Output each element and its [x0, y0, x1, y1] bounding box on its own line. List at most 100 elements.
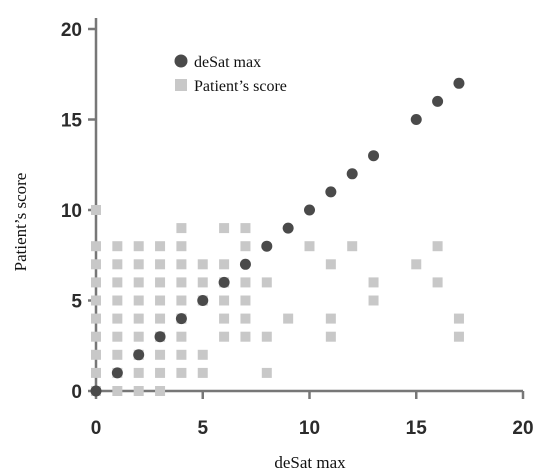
patient-score-point	[240, 313, 251, 324]
patient-score-point	[133, 386, 144, 396]
patient-score-point	[368, 295, 379, 306]
legend-label-patient-score: Patient’s score	[194, 78, 287, 95]
desat-max-point	[239, 258, 251, 270]
desat-max-point	[111, 367, 123, 379]
patient-score-point	[325, 331, 336, 342]
patient-score-point	[453, 331, 464, 342]
legend-circle-marker	[174, 54, 188, 68]
patient-score-point	[112, 277, 123, 288]
patient-score-point	[240, 277, 251, 288]
patient-score-point	[155, 349, 166, 360]
patient-score-point	[411, 259, 422, 270]
patient-score-point	[155, 313, 166, 324]
patient-score-point	[112, 259, 123, 270]
patient-score-point	[176, 223, 187, 234]
desat-max-point	[410, 114, 422, 125]
x-tick-label: 5	[197, 418, 208, 439]
legend-square-marker	[175, 79, 187, 91]
desat-max-point	[453, 77, 465, 89]
y-tick-label: 0	[71, 382, 82, 403]
x-tick-label: 0	[91, 418, 102, 439]
desat-max-point	[175, 313, 187, 325]
desat-max-point	[218, 276, 230, 288]
patient-score-point	[283, 313, 294, 324]
patient-score-point	[219, 331, 230, 342]
patient-score-point	[176, 367, 187, 378]
patient-score-point	[432, 241, 443, 252]
patient-score-point	[176, 295, 187, 306]
patient-score-points	[91, 205, 464, 396]
patient-score-point	[133, 259, 144, 270]
y-tick-label: 20	[61, 20, 82, 41]
x-tick-label: 10	[299, 418, 320, 439]
patient-score-point	[91, 331, 101, 342]
patient-score-point	[91, 313, 101, 324]
patient-score-point	[176, 241, 187, 252]
patient-score-point	[325, 313, 336, 324]
patient-score-point	[133, 295, 144, 306]
patient-score-point	[155, 259, 166, 270]
desat-max-point	[282, 222, 294, 234]
patient-score-point	[197, 349, 208, 360]
y-tick-label: 5	[71, 292, 82, 313]
patient-score-point	[91, 349, 101, 360]
patient-score-point	[261, 277, 272, 288]
patient-score-point	[112, 349, 123, 360]
legend-label-desat-max: deSat max	[194, 54, 261, 71]
patient-score-point	[133, 367, 144, 378]
desat-max-point	[197, 295, 209, 306]
patient-score-point	[240, 241, 251, 252]
patient-score-point	[197, 259, 208, 270]
desat-max-point	[346, 168, 358, 180]
patient-score-point	[155, 277, 166, 288]
y-tick-label: 15	[61, 111, 83, 132]
desat-max-point	[432, 95, 444, 107]
patient-score-point	[261, 331, 272, 342]
desat-max-points	[90, 77, 465, 397]
patient-score-point	[176, 349, 187, 360]
patient-score-point	[176, 277, 187, 288]
desat-max-point	[304, 204, 315, 216]
patient-score-point	[368, 277, 379, 288]
patient-score-point	[176, 331, 187, 342]
patient-score-point	[91, 259, 101, 270]
patient-score-point	[304, 241, 315, 252]
patient-score-point	[91, 277, 101, 288]
desat-max-point	[90, 385, 102, 397]
patient-score-point	[240, 223, 251, 234]
patient-score-point	[91, 241, 101, 252]
patient-score-point	[155, 295, 166, 306]
desat-max-point	[133, 349, 145, 361]
patient-score-point	[91, 367, 101, 378]
patient-score-point	[261, 367, 272, 378]
patient-score-point	[112, 241, 123, 252]
y-axis-title: Patient’s score	[11, 173, 30, 272]
patient-score-point	[432, 277, 443, 288]
patient-score-point	[155, 386, 166, 396]
desat-max-point	[368, 150, 380, 162]
patient-score-point	[240, 295, 251, 306]
y-tick-label: 10	[61, 201, 82, 222]
patient-score-point	[197, 367, 208, 378]
patient-score-point	[112, 331, 123, 342]
patient-score-point	[219, 223, 230, 234]
patient-score-point	[219, 259, 230, 270]
tick-labels: 0 5 10 15 20 0 5 10 15 20	[61, 20, 534, 439]
patient-score-point	[91, 295, 101, 306]
x-tick-label: 20	[512, 418, 533, 439]
patient-score-point	[91, 205, 101, 215]
patient-score-point	[133, 241, 144, 252]
x-tick-label: 15	[406, 418, 428, 439]
patient-score-point	[240, 331, 251, 342]
patient-score-point	[219, 295, 230, 306]
patient-score-point	[155, 367, 166, 378]
patient-score-point	[197, 277, 208, 288]
patient-score-point	[133, 277, 144, 288]
patient-score-point	[112, 295, 123, 306]
patient-score-point	[453, 313, 464, 324]
desat-max-point	[325, 186, 337, 198]
patient-score-point	[347, 241, 358, 252]
patient-score-point	[176, 259, 187, 270]
patient-score-point	[155, 241, 166, 252]
